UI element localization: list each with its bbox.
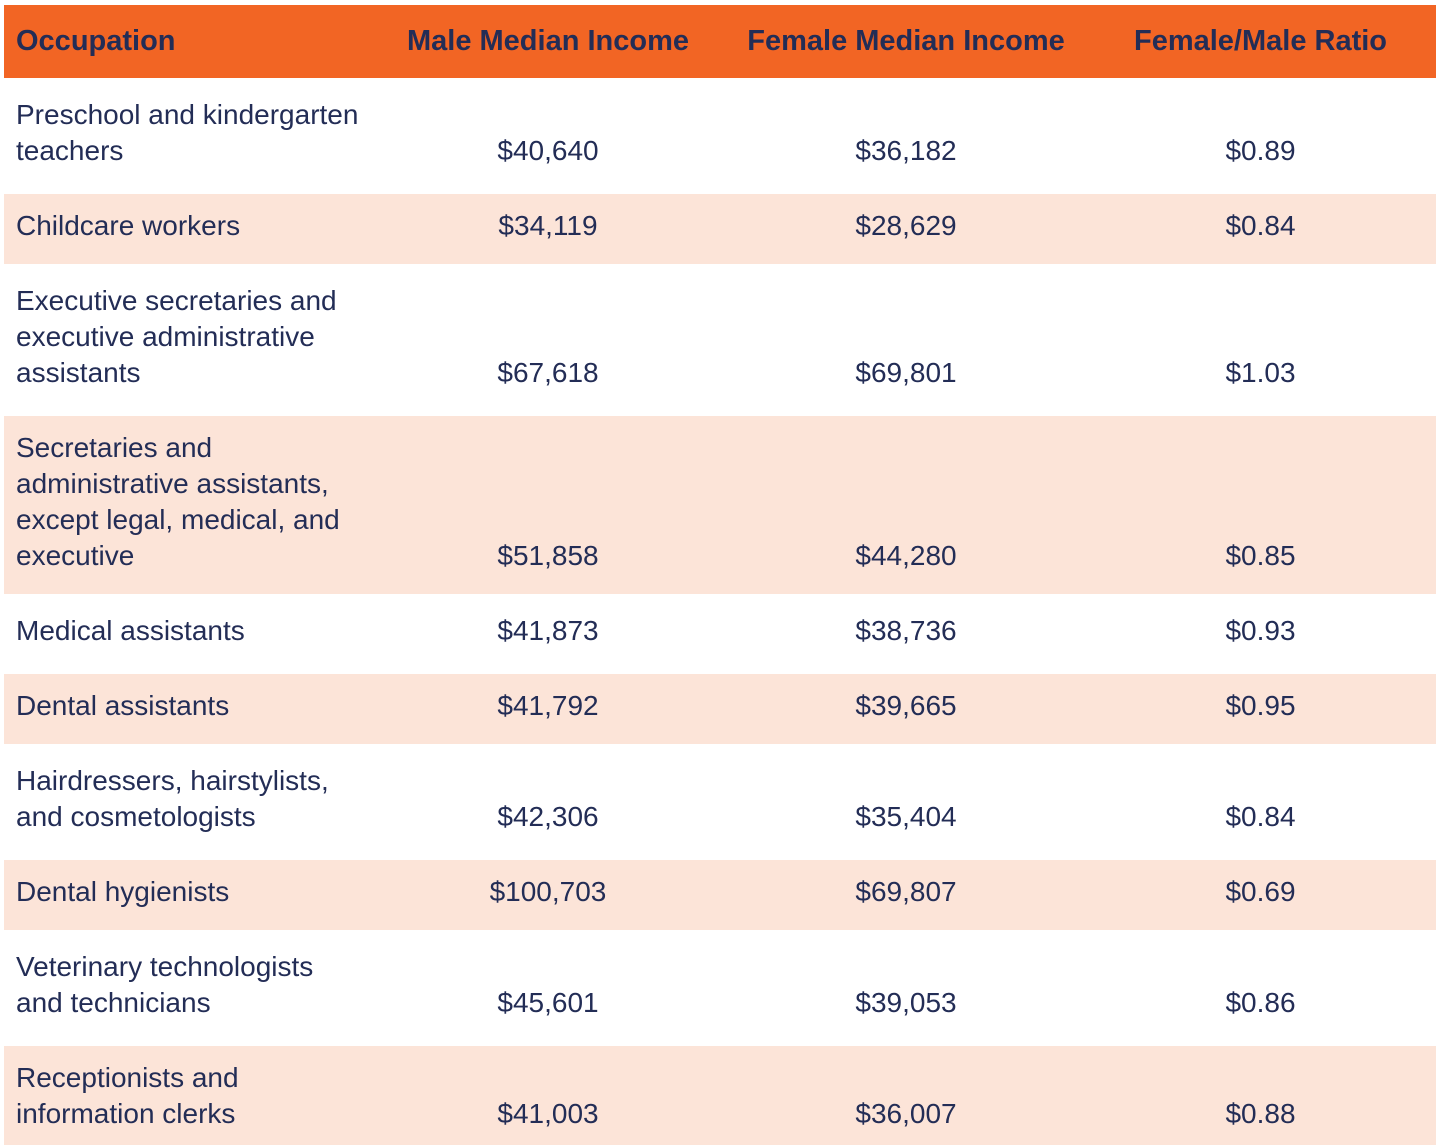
income-comparison-table: Occupation Male Median Income Female Med…	[4, 0, 1436, 1145]
female-income-cell: $69,807	[855, 876, 957, 907]
occupation-cell: Executive secretaries and executive admi…	[16, 285, 337, 388]
ratio-cell: $0.88	[1225, 1098, 1296, 1129]
occupation-cell: Dental hygienists	[16, 876, 230, 907]
column-header-female-male-ratio: Female/Male Ratio	[1085, 5, 1436, 78]
male-income-cell: $40,640	[497, 135, 599, 166]
male-income-cell: $100,703	[489, 876, 607, 907]
occupation-cell: Hairdressers, hairstylists, and cosmetol…	[16, 765, 329, 832]
male-income-cell: $67,618	[497, 357, 599, 388]
ratio-cell: $0.86	[1225, 987, 1296, 1018]
female-income-cell: $38,736	[855, 615, 957, 646]
female-income-cell: $35,404	[855, 801, 957, 832]
table-row: Childcare workers $34,119 $28,629 $0.84	[4, 194, 1436, 264]
male-income-cell: $51,858	[497, 540, 599, 571]
male-income-cell: $41,873	[497, 615, 599, 646]
column-header-female-median-income: Female Median Income	[727, 5, 1085, 78]
ratio-cell: $0.93	[1225, 615, 1296, 646]
occupation-cell: Childcare workers	[16, 210, 241, 241]
ratio-cell: $1.03	[1225, 357, 1296, 388]
female-income-cell: $36,182	[855, 135, 957, 166]
female-income-cell: $36,007	[855, 1098, 957, 1129]
table-row: Veterinary technologists and technicians…	[4, 935, 1436, 1041]
occupation-cell: Medical assistants	[16, 615, 245, 646]
ratio-cell: $0.85	[1225, 540, 1296, 571]
table-row: Preschool and kindergarten teachers $40,…	[4, 83, 1436, 189]
table-body: Preschool and kindergarten teachers $40,…	[4, 83, 1436, 1145]
table-row: Secretaries and administrative assistant…	[4, 416, 1436, 594]
table-header-row: Occupation Male Median Income Female Med…	[4, 5, 1436, 78]
ratio-cell: $0.84	[1225, 210, 1296, 241]
male-income-cell: $41,792	[497, 690, 599, 721]
male-income-cell: $41,003	[497, 1098, 599, 1129]
female-income-cell: $69,801	[855, 357, 957, 388]
ratio-cell: $0.84	[1225, 801, 1296, 832]
occupation-cell: Secretaries and administrative assistant…	[16, 432, 340, 571]
male-income-cell: $42,306	[497, 801, 599, 832]
occupation-cell: Dental assistants	[16, 690, 230, 721]
female-income-cell: $44,280	[855, 540, 957, 571]
column-header-male-median-income: Male Median Income	[369, 5, 727, 78]
occupation-cell: Preschool and kindergarten teachers	[16, 99, 359, 166]
table-row: Executive secretaries and executive admi…	[4, 269, 1436, 411]
table-row: Hairdressers, hairstylists, and cosmetol…	[4, 749, 1436, 855]
ratio-cell: $0.89	[1225, 135, 1296, 166]
male-income-cell: $34,119	[498, 210, 598, 241]
occupation-cell: Veterinary technologists and technicians	[16, 951, 314, 1018]
table-row: Dental hygienists $100,703 $69,807 $0.69	[4, 860, 1436, 930]
table-row: Receptionists and information clerks $41…	[4, 1046, 1436, 1145]
occupation-cell: Receptionists and information clerks	[16, 1062, 239, 1129]
column-header-occupation: Occupation	[4, 5, 369, 78]
male-income-cell: $45,601	[497, 987, 599, 1018]
female-income-cell: $28,629	[855, 210, 957, 241]
table-row: Medical assistants $41,873 $38,736 $0.93	[4, 599, 1436, 669]
female-income-cell: $39,053	[855, 987, 957, 1018]
table-row: Dental assistants $41,792 $39,665 $0.95	[4, 674, 1436, 744]
female-income-cell: $39,665	[855, 690, 957, 721]
ratio-cell: $0.95	[1225, 690, 1296, 721]
ratio-cell: $0.69	[1225, 876, 1296, 907]
